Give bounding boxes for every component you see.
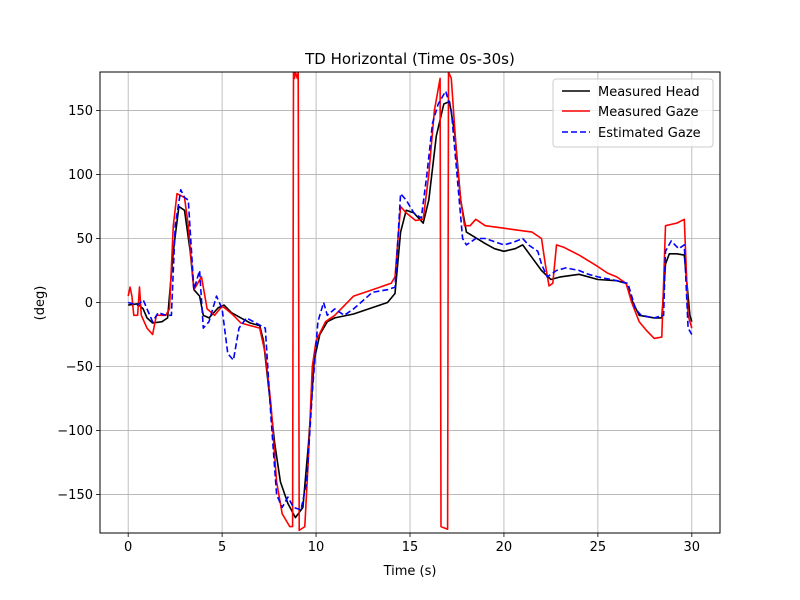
legend-label-measured-gaze: Measured Gaze: [598, 105, 699, 120]
y-tick-label: −150: [57, 488, 93, 503]
x-tick-label: 15: [402, 540, 419, 555]
y-axis-label: (deg): [33, 286, 48, 321]
legend-label-measured-head: Measured Head: [598, 85, 700, 100]
y-tick-label: 0: [85, 296, 93, 311]
x-tick-label: 5: [218, 540, 226, 555]
x-tick-label: 20: [496, 540, 513, 555]
y-tick-label: −50: [66, 360, 93, 375]
y-tick-label: 150: [68, 104, 93, 119]
x-tick-label: 30: [684, 540, 701, 555]
y-tick-label: 100: [68, 168, 93, 183]
y-tick-label: −100: [57, 424, 93, 439]
legend-label-estimated-gaze: Estimated Gaze: [598, 126, 701, 141]
y-tick-label: 50: [76, 232, 93, 247]
chart-title: TD Horizontal (Time 0s-30s): [304, 50, 515, 68]
legend: Measured Head Measured Gaze Estimated Ga…: [553, 79, 713, 147]
x-tick-label: 0: [124, 540, 132, 555]
x-tick-label: 25: [590, 540, 607, 555]
x-axis-label: Time (s): [383, 564, 437, 579]
x-tick-label: 10: [308, 540, 325, 555]
